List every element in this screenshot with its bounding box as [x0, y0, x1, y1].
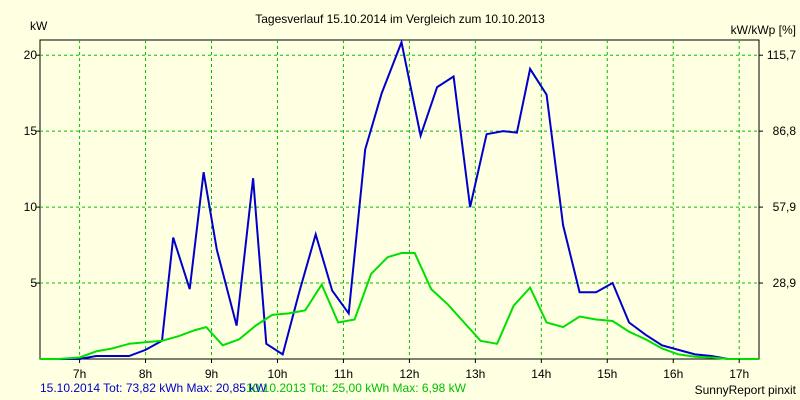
x-tick-label: 13h — [465, 367, 485, 381]
x-tick-label: 9h — [205, 367, 218, 381]
series-line-2 — [40, 252, 759, 360]
y-left-tick-label: 20 — [24, 48, 38, 62]
y-right-tick-label: 57,9 — [773, 200, 797, 214]
legend-series-2: 10.10.2013 Tot: 25,00 kWh Max: 6,98 kW — [246, 381, 467, 395]
ticks-group: 7h 8h 9h 10h 11h 12h 13h 14h 15h 16h 17h 5 28,9 10 57,… — [24, 48, 797, 381]
y-right-tick-label: 28,9 — [773, 276, 797, 290]
x-tick-label: 8h — [139, 367, 152, 381]
y-right-tick-label: 86,8 — [773, 124, 797, 138]
footer-credit: SunnyReport pinxit — [695, 383, 797, 397]
plot-area — [39, 39, 760, 360]
y-left-tick-label: 5 — [30, 276, 37, 290]
y-right-tick-label: 115,7 — [767, 48, 796, 62]
x-tick-label: 16h — [663, 367, 683, 381]
y-axis-right-label: kW/kWp [%] — [731, 23, 796, 37]
x-tick-label: 17h — [729, 367, 749, 381]
x-tick-label: 10h — [267, 367, 287, 381]
series-line-1 — [40, 38, 759, 360]
legend-series-1: 15.10.2014 Tot: 73,82 kWh Max: 20,85 kW — [40, 381, 267, 395]
x-tick-label: 7h — [73, 367, 86, 381]
x-tick-label: 12h — [399, 367, 419, 381]
y-left-tick-label: 10 — [24, 200, 38, 214]
series-group — [40, 38, 759, 360]
x-tick-label: 14h — [531, 367, 551, 381]
y-axis-left-label: kW — [30, 19, 48, 33]
x-tick-label: 15h — [597, 367, 617, 381]
grid — [40, 40, 759, 359]
y-left-tick-label: 15 — [24, 124, 38, 138]
chart-title: Tagesverlauf 15.10.2014 im Vergleich zum… — [255, 12, 545, 26]
x-tick-label: 11h — [334, 367, 353, 381]
